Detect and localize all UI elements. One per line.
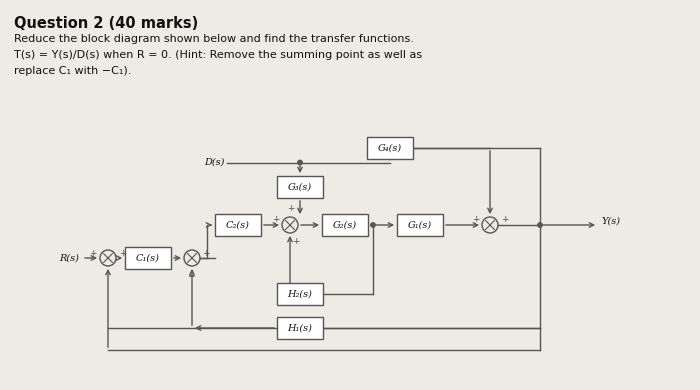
Text: −: − bbox=[188, 271, 195, 280]
Text: Reduce the block diagram shown below and find the transfer functions.: Reduce the block diagram shown below and… bbox=[14, 34, 414, 44]
Text: Y(s): Y(s) bbox=[602, 216, 621, 225]
Text: +: + bbox=[292, 237, 300, 246]
Text: G₄(s): G₄(s) bbox=[378, 144, 402, 152]
Text: G₂(s): G₂(s) bbox=[333, 220, 357, 229]
Text: G₃(s): G₃(s) bbox=[288, 183, 312, 191]
Text: +: + bbox=[501, 216, 508, 225]
Text: Question 2 (40 marks): Question 2 (40 marks) bbox=[14, 16, 198, 31]
Text: C₁(s): C₁(s) bbox=[136, 254, 160, 262]
Bar bbox=[215, 214, 261, 236]
Text: +: + bbox=[119, 248, 127, 257]
Text: +: + bbox=[287, 204, 295, 213]
Text: +: + bbox=[272, 216, 280, 225]
Bar bbox=[125, 247, 171, 269]
Bar bbox=[277, 283, 323, 305]
Circle shape bbox=[298, 160, 302, 165]
Text: +: + bbox=[90, 248, 97, 257]
Text: C₂(s): C₂(s) bbox=[226, 220, 250, 229]
Bar bbox=[277, 176, 323, 198]
Text: −: − bbox=[188, 270, 195, 279]
Bar bbox=[277, 317, 323, 339]
Text: T(s) = Y(s)/D(s) when R = 0. (Hint: Remove the summing point as well as: T(s) = Y(s)/D(s) when R = 0. (Hint: Remo… bbox=[14, 50, 422, 60]
Text: D(s): D(s) bbox=[204, 158, 225, 167]
Bar bbox=[322, 214, 368, 236]
Bar bbox=[397, 214, 443, 236]
Text: +: + bbox=[202, 248, 209, 257]
Text: +: + bbox=[473, 216, 480, 225]
Circle shape bbox=[538, 223, 542, 227]
Bar bbox=[367, 137, 413, 159]
Circle shape bbox=[371, 223, 375, 227]
Text: R(s): R(s) bbox=[59, 254, 79, 262]
Text: G₁(s): G₁(s) bbox=[408, 220, 432, 229]
Text: replace C₁ with −C₁).: replace C₁ with −C₁). bbox=[14, 66, 132, 76]
Text: H₁(s): H₁(s) bbox=[288, 323, 312, 333]
Text: H₂(s): H₂(s) bbox=[288, 289, 312, 298]
